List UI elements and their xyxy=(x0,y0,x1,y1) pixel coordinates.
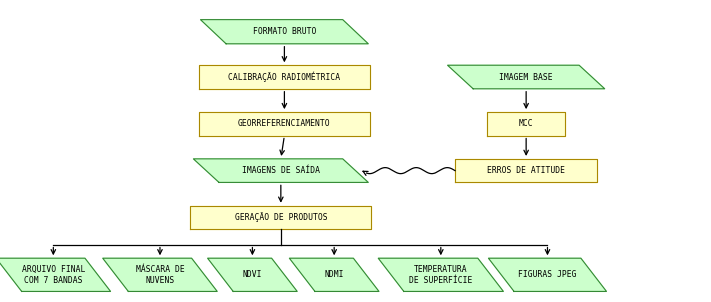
Polygon shape xyxy=(208,258,297,291)
Polygon shape xyxy=(199,112,370,136)
Polygon shape xyxy=(448,65,604,89)
Text: GERAÇÃO DE PRODUTOS: GERAÇÃO DE PRODUTOS xyxy=(235,213,327,222)
Text: CALIBRAÇÃO RADIOMÉTRICA: CALIBRAÇÃO RADIOMÉTRICA xyxy=(228,72,341,82)
Polygon shape xyxy=(0,258,111,291)
Text: IMAGENS DE SAÍDA: IMAGENS DE SAÍDA xyxy=(242,166,320,175)
Polygon shape xyxy=(201,20,368,44)
Text: TEMPERATURA
DE SUPERFÍCIE: TEMPERATURA DE SUPERFÍCIE xyxy=(409,265,473,285)
Polygon shape xyxy=(199,65,370,89)
Polygon shape xyxy=(378,258,503,291)
Polygon shape xyxy=(455,159,597,182)
Text: NDVI: NDVI xyxy=(242,270,262,279)
Text: FIGURAS JPEG: FIGURAS JPEG xyxy=(518,270,577,279)
Text: MCC: MCC xyxy=(519,119,533,128)
Text: IMAGEM BASE: IMAGEM BASE xyxy=(499,72,553,82)
Polygon shape xyxy=(289,258,379,291)
Text: NDMI: NDMI xyxy=(324,270,344,279)
Text: ERROS DE ATITUDE: ERROS DE ATITUDE xyxy=(487,166,565,175)
Text: ARQUIVO FINAL
COM 7 BANDAS: ARQUIVO FINAL COM 7 BANDAS xyxy=(21,265,85,285)
Polygon shape xyxy=(103,258,218,291)
Text: GEORREFERENCIAMENTO: GEORREFERENCIAMENTO xyxy=(238,119,331,128)
Polygon shape xyxy=(487,112,565,136)
Text: MÁSCARA DE
NUVENS: MÁSCARA DE NUVENS xyxy=(136,265,184,285)
Polygon shape xyxy=(488,258,606,291)
Polygon shape xyxy=(193,159,368,182)
Text: FORMATO BRUTO: FORMATO BRUTO xyxy=(252,27,316,36)
Polygon shape xyxy=(191,206,371,229)
